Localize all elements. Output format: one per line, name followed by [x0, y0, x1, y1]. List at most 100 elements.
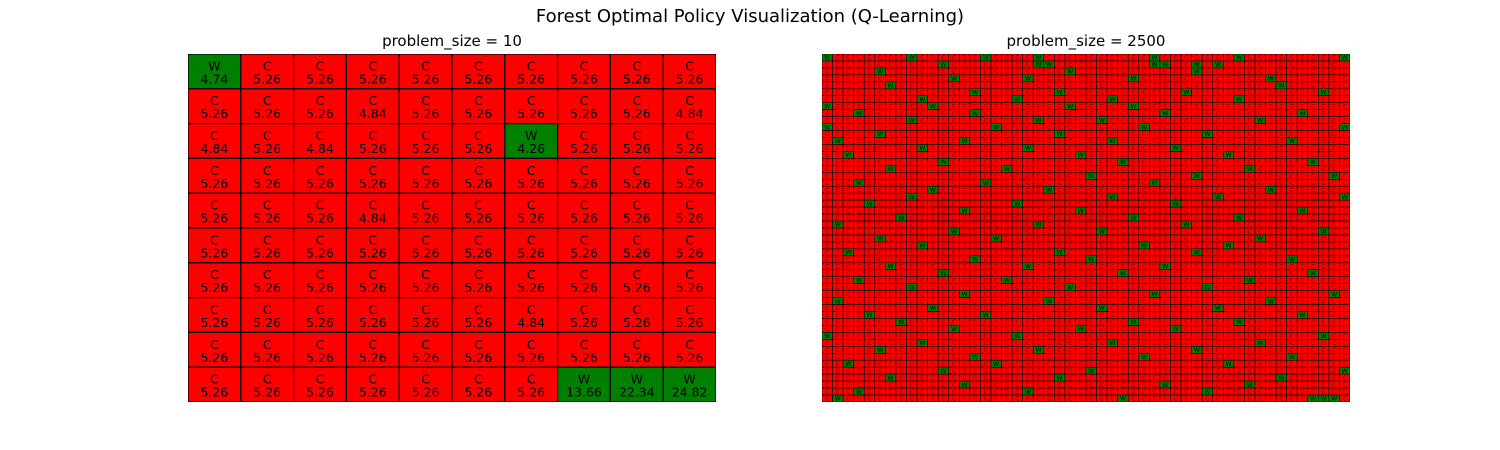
cell-action-label: C — [1153, 243, 1157, 250]
cell-action-label: C — [1026, 110, 1030, 117]
cell-action-label: C — [920, 55, 924, 62]
cell-action-label: C — [1205, 222, 1209, 229]
cell-action-label: C — [857, 305, 861, 312]
cell-action-label: C — [857, 96, 861, 103]
cell-action-label: C — [1216, 229, 1220, 236]
cell-action-label: C — [1068, 173, 1072, 180]
cell-action-label: C — [1036, 215, 1040, 222]
cell-action-label: C — [1153, 124, 1157, 131]
cell-action-label: C — [421, 337, 430, 352]
cell-action-label: C — [685, 163, 694, 178]
cell-action-label: W — [972, 257, 978, 264]
cell-action-label: C — [632, 58, 641, 73]
cell-action-label: C — [994, 215, 998, 222]
cell-action-label: C — [1068, 361, 1072, 368]
cell-action-label: C — [867, 375, 871, 382]
cell-action-label: C — [1110, 229, 1114, 236]
cell-action-label: C — [1279, 243, 1283, 250]
cell-action-label: C — [857, 69, 861, 76]
cell-action-label: C — [1163, 208, 1167, 215]
cell-action-label: C — [1068, 117, 1072, 124]
cell-action-label: C — [1121, 368, 1125, 375]
cell-action-label: C — [1216, 76, 1220, 83]
cell-action-label: C — [1174, 166, 1178, 173]
cell-action-label: C — [1321, 145, 1325, 152]
cell-action-label: C — [952, 263, 956, 270]
cell-action-label: C — [920, 298, 924, 305]
cell-action-label: C — [1005, 236, 1009, 243]
cell-action-label: C — [421, 232, 430, 247]
cell-action-label: C — [1026, 243, 1030, 250]
cell-action-label: C — [1195, 243, 1199, 250]
cell-action-label: C — [1216, 159, 1220, 166]
cell-action-label: C — [1343, 166, 1347, 173]
cell-action-label: C — [857, 62, 861, 69]
cell-action-label: C — [878, 333, 882, 340]
cell-action-label: C — [1057, 236, 1061, 243]
cell-action-label: C — [910, 208, 914, 215]
cell-action-label: C — [1269, 173, 1273, 180]
cell-action-label: C — [846, 284, 850, 291]
cell-action-label: C — [920, 215, 924, 222]
cell-action-label: C — [1100, 131, 1104, 138]
cell-action-label: C — [1195, 103, 1199, 110]
cell-action-label: C — [1142, 83, 1146, 90]
cell-action-label: C — [1079, 194, 1083, 201]
policy-cell — [662, 157, 716, 194]
cell-action-label: C — [994, 354, 998, 361]
cell-action-label: C — [1290, 208, 1294, 215]
cell-action-label: C — [1279, 347, 1283, 354]
cell-action-label: C — [1026, 201, 1030, 208]
cell-action-label: C — [931, 89, 935, 96]
cell-action-label: C — [984, 298, 988, 305]
cell-action-label: C — [867, 284, 871, 291]
cell-action-label: C — [836, 340, 840, 347]
cell-action-label: C — [825, 159, 829, 166]
cell-action-label: C — [1311, 215, 1315, 222]
cell-action-label: C — [962, 319, 966, 326]
policy-cell — [240, 88, 295, 125]
cell-action-label: C — [263, 302, 272, 317]
cell-action-label: C — [1343, 229, 1347, 236]
cell-action-label: W — [1289, 138, 1295, 145]
cell-action-label: C — [889, 96, 893, 103]
cell-action-label: C — [920, 138, 924, 145]
policy-cell — [504, 122, 559, 159]
cell-action-label: C — [1057, 291, 1061, 298]
cell-action-label: C — [1321, 319, 1325, 326]
cell-action-label: C — [952, 166, 956, 173]
cell-action-label: C — [1205, 319, 1209, 326]
cell-action-label: C — [1047, 124, 1051, 131]
cell-action-label: C — [1131, 83, 1135, 90]
cell-action-label: C — [1184, 291, 1188, 298]
cell-action-label: C — [836, 152, 840, 159]
cell-action-label: C — [1300, 263, 1304, 270]
cell-action-label: W — [1236, 215, 1242, 222]
cell-action-label: C — [1142, 312, 1146, 319]
cell-action-label: C — [1174, 187, 1178, 194]
cell-action-label: C — [931, 208, 935, 215]
cell-action-label: C — [910, 361, 914, 368]
policy-cell — [662, 122, 716, 159]
cell-action-label: C — [1269, 83, 1273, 90]
cell-action-label: C — [1057, 361, 1061, 368]
cell-action-label: C — [984, 291, 988, 298]
cell-action-label: C — [1205, 243, 1209, 250]
cell-action-label: C — [1216, 361, 1220, 368]
cell-action-label: C — [1248, 312, 1252, 319]
cell-action-label: C — [1195, 277, 1199, 284]
cell-action-label: C — [1005, 110, 1009, 117]
cell-action-label: C — [1184, 76, 1188, 83]
cell-action-label: C — [1121, 117, 1125, 124]
cell-action-label: C — [973, 62, 977, 69]
cell-action-label: C — [920, 270, 924, 277]
cell-action-label: C — [1142, 62, 1146, 69]
cell-action-label: C — [857, 89, 861, 96]
cell-action-label: C — [474, 232, 483, 247]
cell-action-label: C — [994, 110, 998, 117]
cell-action-label: C — [836, 312, 840, 319]
cell-action-label: C — [952, 89, 956, 96]
cell-action-label: C — [1068, 250, 1072, 257]
cell-action-label: C — [836, 284, 840, 291]
cell-action-label: C — [973, 117, 977, 124]
